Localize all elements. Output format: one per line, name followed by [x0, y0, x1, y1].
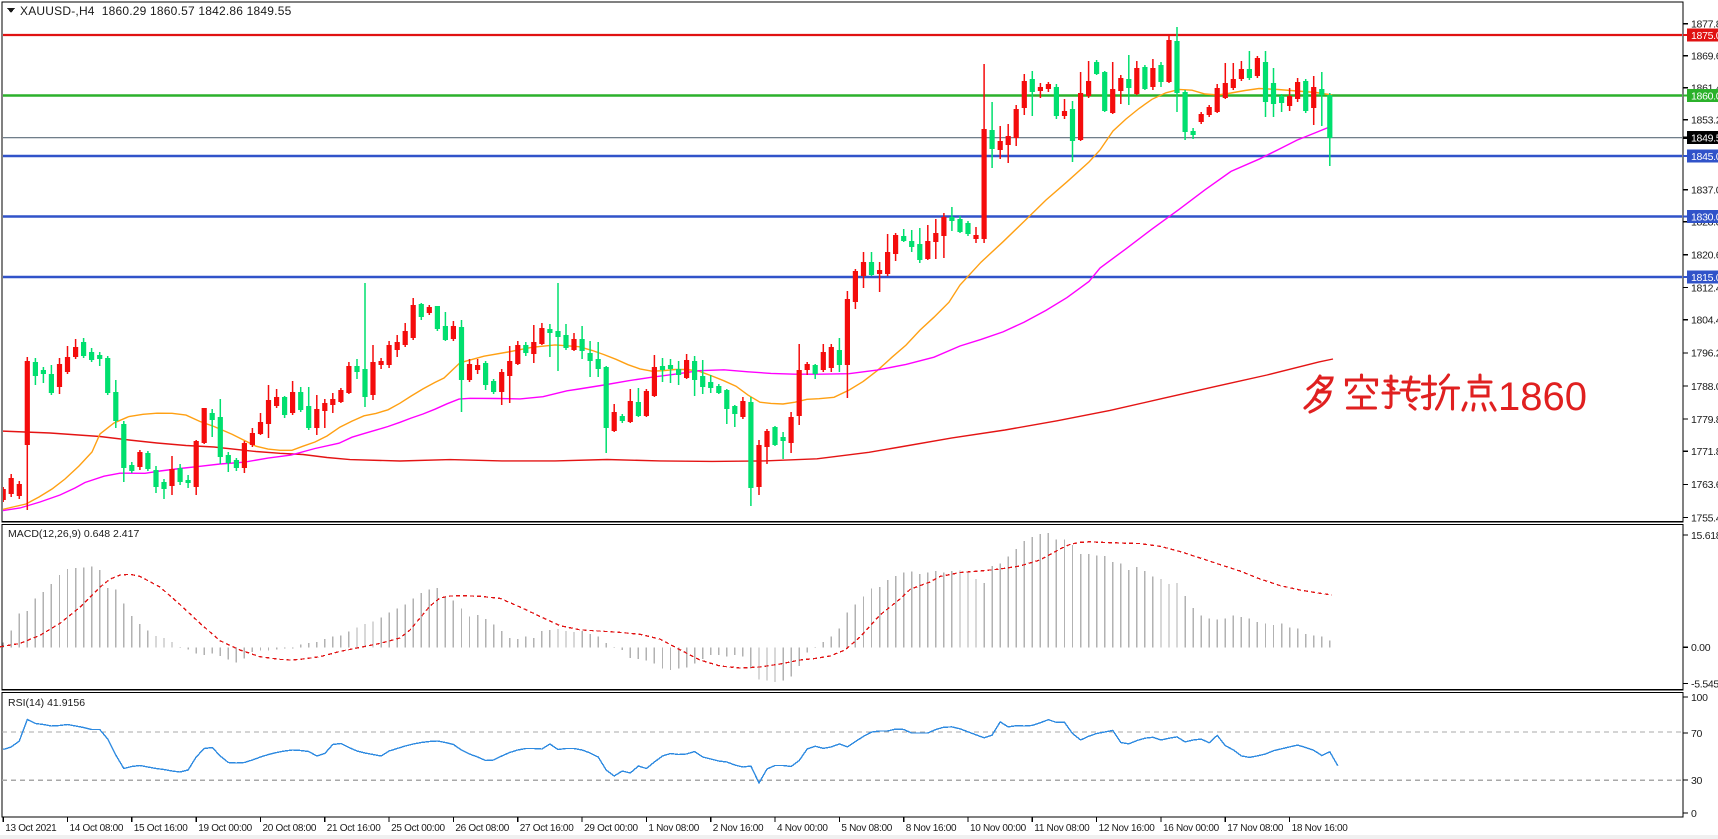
svg-text:20 Oct 08:00: 20 Oct 08:00 [263, 823, 317, 834]
svg-text:14 Oct 08:00: 14 Oct 08:00 [70, 823, 124, 834]
svg-text:1788.0: 1788.0 [1691, 381, 1718, 393]
svg-text:1853.2: 1853.2 [1691, 115, 1718, 127]
svg-text:15.618: 15.618 [1691, 530, 1718, 542]
svg-text:10 Nov 00:00: 10 Nov 00:00 [970, 823, 1027, 834]
svg-text:8 Nov 16:00: 8 Nov 16:00 [906, 823, 957, 834]
svg-text:17 Nov 08:00: 17 Nov 08:00 [1227, 823, 1284, 834]
svg-text:1763.6: 1763.6 [1691, 479, 1718, 491]
svg-text:-5.545: -5.545 [1691, 678, 1718, 690]
svg-text:1815.00: 1815.00 [1691, 272, 1718, 284]
svg-text:XAUUSD-,H4 1860.29 1860.57 18: XAUUSD-,H4 1860.29 1860.57 1842.86 1849.… [20, 4, 292, 18]
svg-text:1869.6: 1869.6 [1691, 51, 1718, 63]
svg-text:26 Oct 08:00: 26 Oct 08:00 [455, 823, 509, 834]
svg-text:1779.8: 1779.8 [1691, 414, 1718, 426]
svg-text:1812.4: 1812.4 [1691, 282, 1718, 294]
svg-text:13 Oct 2021: 13 Oct 2021 [5, 823, 57, 834]
svg-text:0: 0 [1691, 808, 1697, 820]
svg-text:2 Nov 16:00: 2 Nov 16:00 [713, 823, 764, 834]
svg-text:1845.00: 1845.00 [1691, 151, 1718, 163]
svg-text:1796.2: 1796.2 [1691, 348, 1718, 360]
svg-text:16 Nov 00:00: 16 Nov 00:00 [1163, 823, 1220, 834]
svg-text:5 Nov 08:00: 5 Nov 08:00 [841, 823, 892, 834]
svg-text:100: 100 [1691, 692, 1708, 704]
svg-text:1755.4: 1755.4 [1691, 512, 1718, 524]
svg-text:1837.0: 1837.0 [1691, 185, 1718, 197]
svg-text:11 Nov 08:00: 11 Nov 08:00 [1034, 823, 1090, 834]
svg-text:1877.8: 1877.8 [1691, 19, 1718, 31]
svg-text:19 Oct 00:00: 19 Oct 00:00 [198, 823, 252, 834]
svg-text:1830.00: 1830.00 [1691, 211, 1718, 223]
svg-text:1 Nov 08:00: 1 Nov 08:00 [648, 823, 699, 834]
svg-text:RSI(14) 41.9156: RSI(14) 41.9156 [8, 697, 85, 709]
svg-text:1849.55: 1849.55 [1691, 133, 1718, 145]
svg-text:25 Oct 00:00: 25 Oct 00:00 [391, 823, 445, 834]
svg-text:27 Oct 16:00: 27 Oct 16:00 [520, 823, 574, 834]
svg-text:1860: 1860 [1498, 375, 1587, 419]
svg-text:15 Oct 16:00: 15 Oct 16:00 [134, 823, 188, 834]
svg-text:0.00: 0.00 [1691, 642, 1711, 654]
svg-text:29 Oct 00:00: 29 Oct 00:00 [584, 823, 638, 834]
svg-text:18 Nov 16:00: 18 Nov 16:00 [1292, 823, 1349, 834]
svg-text:1860.00: 1860.00 [1691, 90, 1718, 102]
svg-text:MACD(12,26,9) 0.648 2.417: MACD(12,26,9) 0.648 2.417 [8, 528, 139, 540]
svg-text:1875.00: 1875.00 [1691, 30, 1718, 42]
svg-text:30: 30 [1691, 775, 1703, 787]
svg-text:70: 70 [1691, 728, 1703, 740]
svg-text:1771.8: 1771.8 [1691, 446, 1718, 458]
svg-text:4 Nov 00:00: 4 Nov 00:00 [777, 823, 828, 834]
svg-text:1804.4: 1804.4 [1691, 315, 1718, 327]
svg-text:21 Oct 16:00: 21 Oct 16:00 [327, 823, 381, 834]
svg-text:1820.6: 1820.6 [1691, 250, 1718, 262]
svg-text:12 Nov 16:00: 12 Nov 16:00 [1099, 823, 1156, 834]
